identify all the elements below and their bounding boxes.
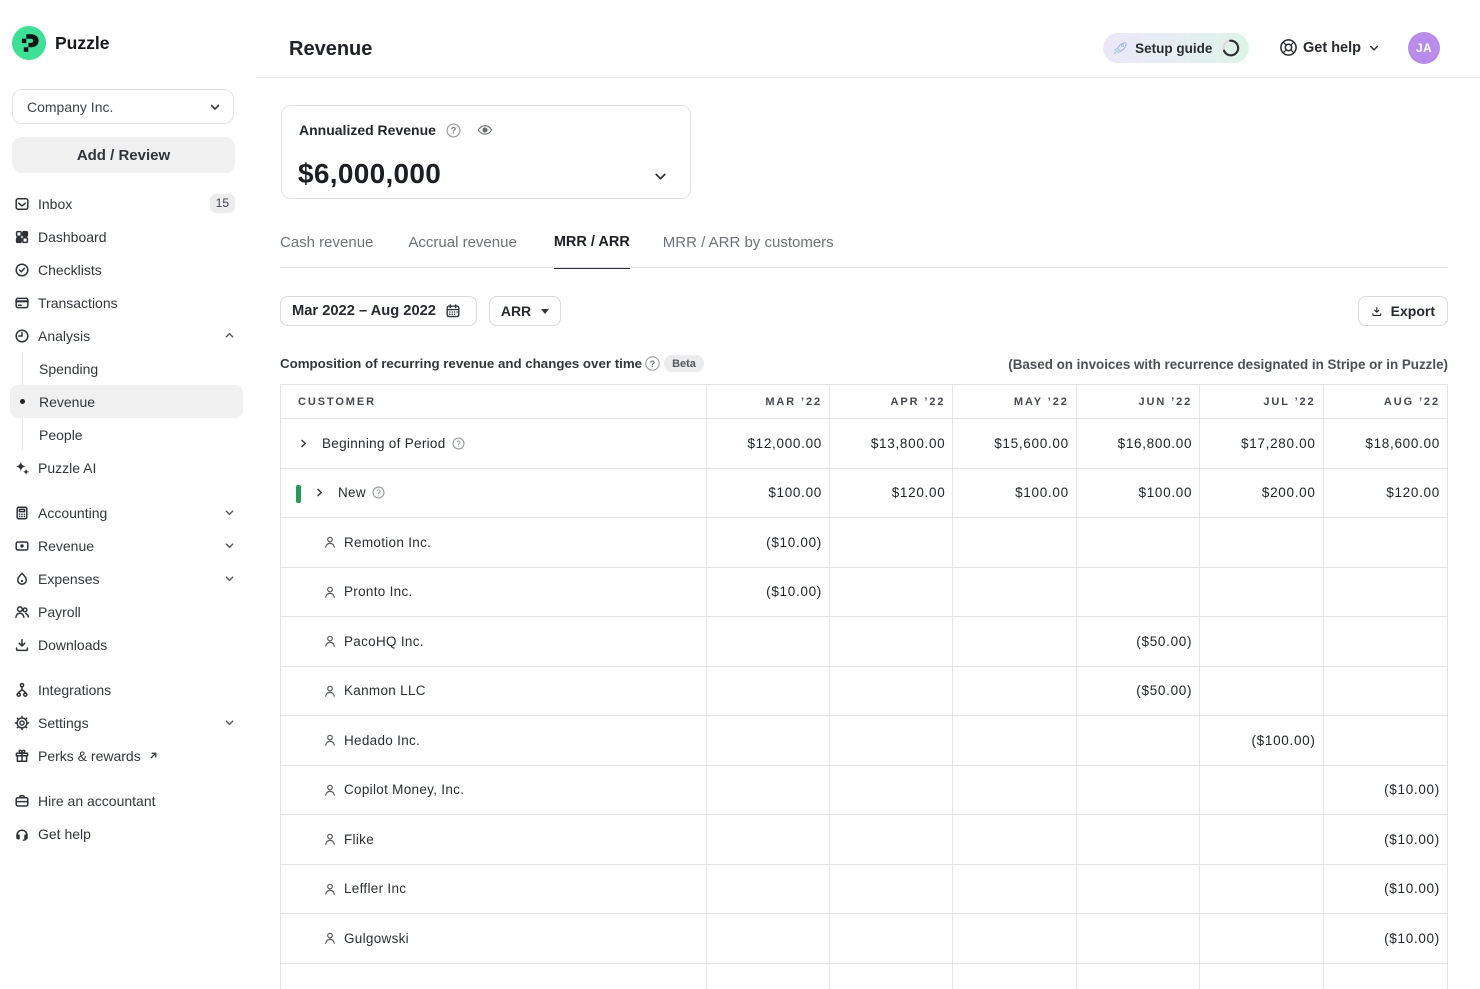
svg-text:?: ?: [451, 125, 457, 135]
svg-text:?: ?: [376, 489, 381, 498]
svg-text:?: ?: [456, 439, 461, 448]
svg-text:?: ?: [650, 359, 656, 369]
